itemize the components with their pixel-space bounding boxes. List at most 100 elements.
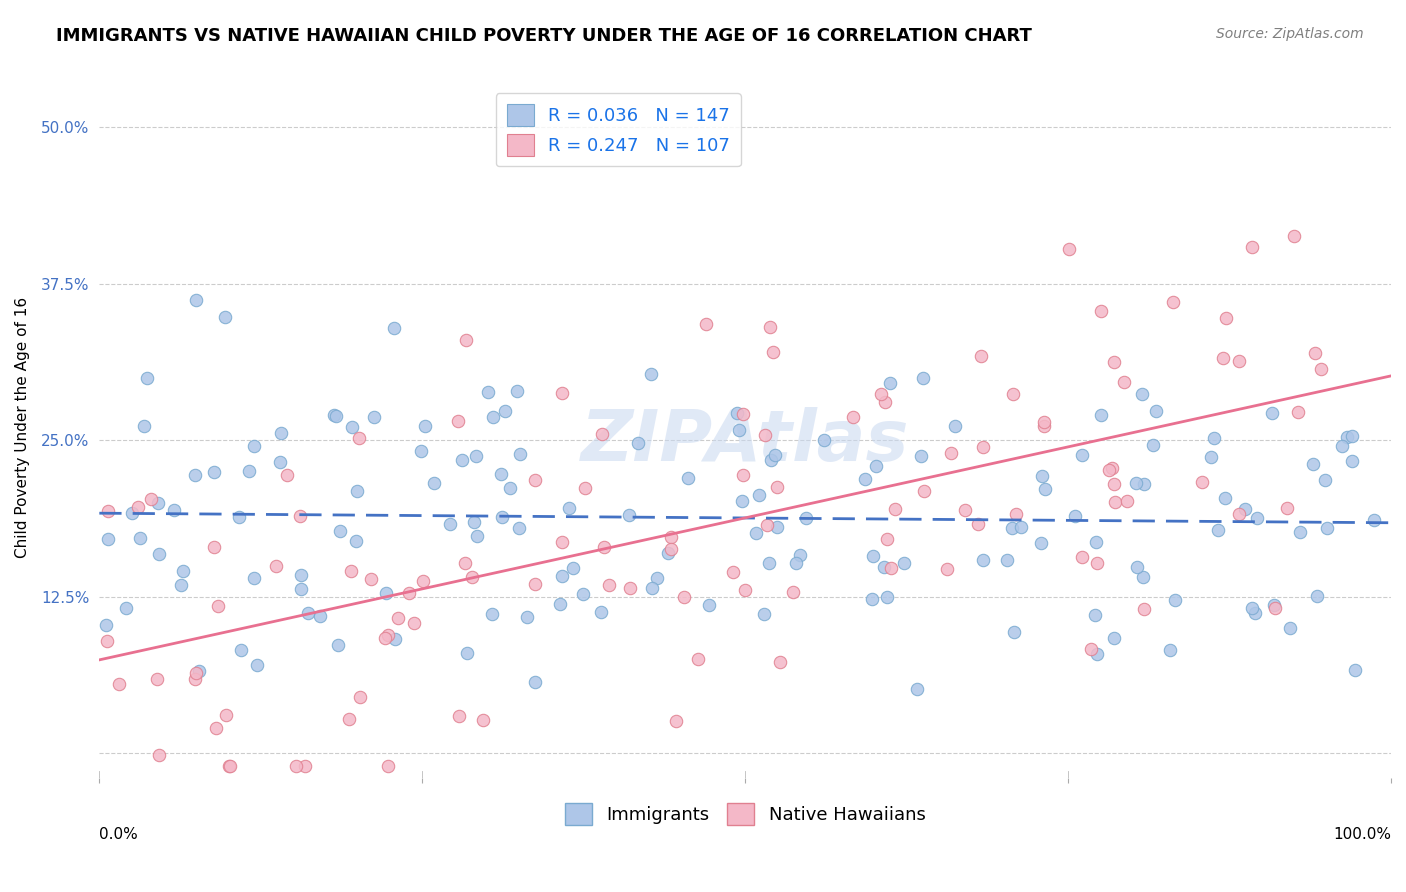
Point [342, 420, 364, 434]
Point [461, 570, 484, 584]
Point [439, 517, 461, 532]
Point [640, 581, 662, 595]
Point [214, 310, 236, 324]
Point [762, 345, 785, 359]
Point [1071, 448, 1094, 462]
Point [1331, 439, 1354, 453]
Point [481, 410, 503, 425]
Point [374, 631, 396, 645]
Legend: Immigrants, Native Hawaiians: Immigrants, Native Hawaiians [557, 796, 934, 832]
Point [346, 483, 368, 498]
Point [1227, 353, 1250, 368]
Point [340, 564, 363, 578]
Point [1336, 430, 1358, 444]
Point [136, 371, 159, 385]
Point [721, 565, 744, 579]
Point [1227, 508, 1250, 522]
Point [509, 447, 531, 461]
Point [910, 449, 932, 463]
Point [1309, 361, 1331, 376]
Point [97, 504, 120, 518]
Point [593, 540, 616, 554]
Point [1085, 647, 1108, 661]
Point [1362, 513, 1385, 527]
Point [375, 586, 398, 600]
Point [243, 439, 266, 453]
Point [734, 583, 756, 598]
Point [1303, 346, 1326, 360]
Point [1144, 404, 1167, 418]
Point [523, 577, 546, 591]
Point [1159, 643, 1181, 657]
Point [731, 467, 754, 482]
Point [1084, 534, 1107, 549]
Point [758, 556, 780, 570]
Point [876, 532, 898, 546]
Point [506, 384, 529, 398]
Point [1010, 520, 1032, 534]
Point [377, 758, 399, 772]
Point [290, 568, 312, 582]
Point [288, 509, 311, 524]
Point [1126, 559, 1149, 574]
Point [290, 582, 312, 596]
Point [231, 643, 253, 657]
Point [1306, 589, 1329, 603]
Point [561, 561, 583, 575]
Point [1004, 507, 1026, 521]
Point [207, 599, 229, 613]
Point [551, 568, 574, 582]
Point [344, 534, 367, 549]
Text: IMMIGRANTS VS NATIVE HAWAIIAN CHILD POVERTY UNDER THE AGE OF 16 CORRELATION CHAR: IMMIGRANTS VS NATIVE HAWAIIAN CHILD POVE… [56, 27, 1032, 45]
Point [96, 634, 118, 648]
Point [107, 677, 129, 691]
Point [463, 516, 485, 530]
Point [477, 385, 499, 400]
Point [841, 409, 863, 424]
Point [97, 532, 120, 546]
Point [1246, 511, 1268, 525]
Point [1132, 477, 1154, 491]
Point [1343, 663, 1365, 677]
Point [228, 509, 250, 524]
Point [1064, 508, 1087, 523]
Point [967, 516, 990, 531]
Point [1234, 502, 1257, 516]
Y-axis label: Child Poverty Under the Age of 16: Child Poverty Under the Age of 16 [15, 297, 30, 558]
Point [997, 552, 1019, 566]
Point [879, 561, 901, 575]
Point [1132, 570, 1154, 584]
Point [1002, 386, 1025, 401]
Point [1244, 606, 1267, 620]
Point [465, 529, 488, 543]
Point [1340, 429, 1362, 443]
Point [451, 453, 474, 467]
Point [1212, 351, 1234, 365]
Point [912, 483, 935, 498]
Point [329, 524, 352, 538]
Point [860, 591, 883, 606]
Point [697, 599, 720, 613]
Text: ZIPAtlas: ZIPAtlas [581, 408, 910, 476]
Point [412, 574, 434, 589]
Point [1279, 621, 1302, 635]
Point [574, 481, 596, 495]
Point [238, 464, 260, 478]
Point [127, 500, 149, 514]
Point [264, 559, 287, 574]
Point [454, 333, 477, 347]
Point [1057, 243, 1080, 257]
Point [756, 517, 779, 532]
Point [382, 321, 405, 335]
Point [953, 503, 976, 517]
Point [96, 617, 118, 632]
Point [688, 652, 710, 666]
Point [789, 548, 811, 562]
Point [745, 526, 768, 541]
Point [591, 426, 613, 441]
Point [453, 556, 475, 570]
Point [202, 465, 225, 479]
Point [665, 714, 688, 729]
Point [360, 572, 382, 586]
Point [508, 521, 530, 535]
